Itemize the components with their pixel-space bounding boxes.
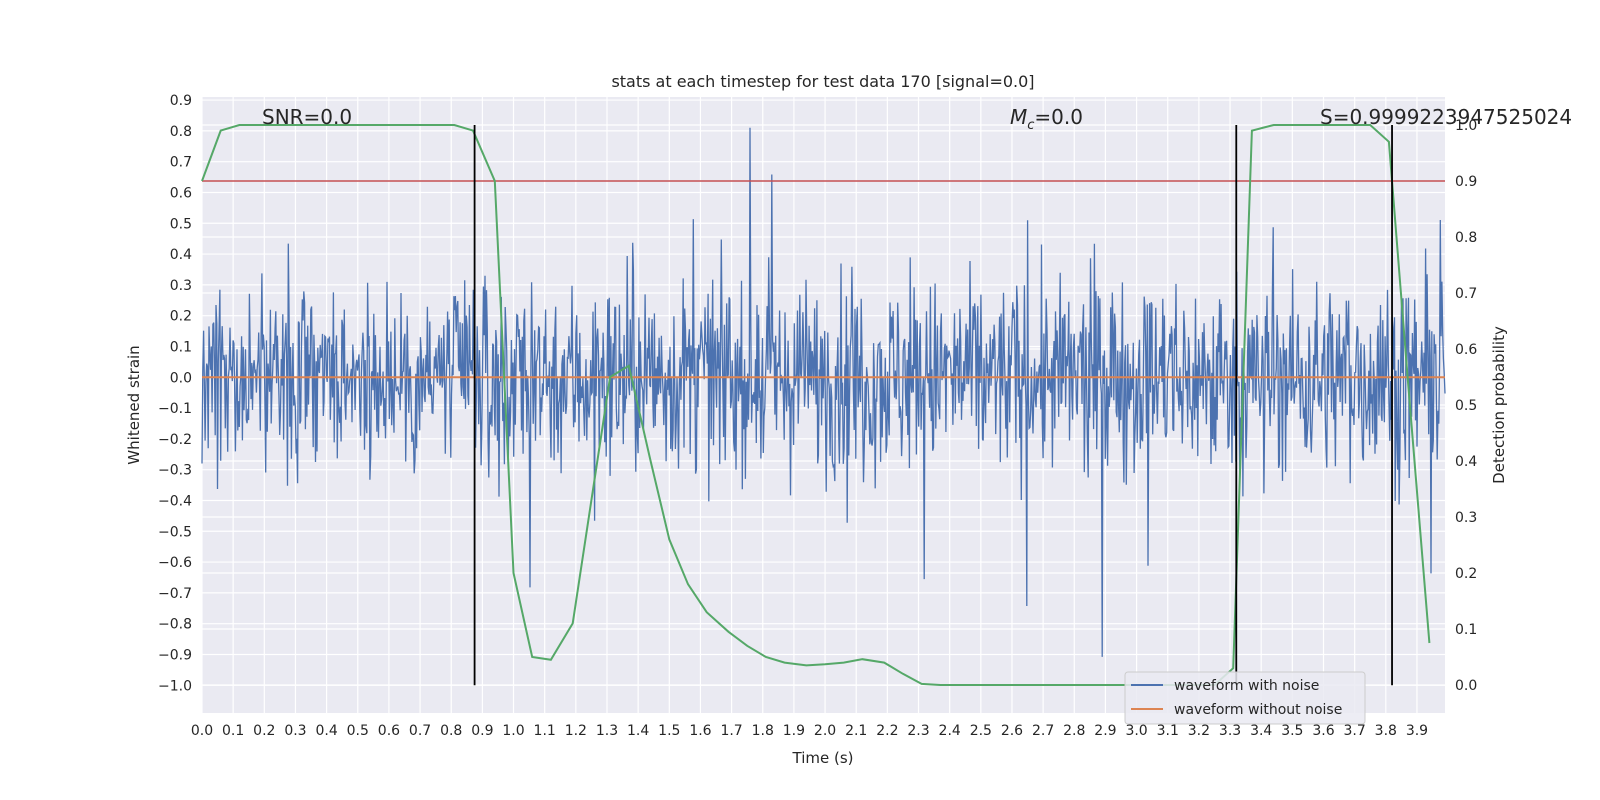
x-tick-label: 0.7 [409, 723, 431, 739]
x-tick-label: 2.4 [939, 723, 961, 739]
x-tick-label: 2.7 [1032, 723, 1054, 739]
y2-tick-label: 0.3 [1455, 510, 1477, 526]
x-tick-label: 2.5 [970, 723, 992, 739]
x-tick-label: 1.5 [658, 723, 680, 739]
y-tick-label: 0.1 [170, 339, 192, 355]
x-tick-label: 0.6 [378, 723, 400, 739]
y-tick-label: −1.0 [158, 678, 192, 694]
x-tick-label: 1.8 [752, 723, 774, 739]
x-tick-label: 1.7 [720, 723, 742, 739]
x-tick-label: 3.5 [1281, 723, 1303, 739]
x-tick-label: 1.9 [783, 723, 805, 739]
x-axis-ticks: 0.0 0.1 0.2 0.3 0.4 0.5 0.6 0.7 0.8 0.9 1.0 1.1 1.2 1… [191, 723, 1428, 739]
x-tick-label: 0.4 [315, 723, 337, 739]
legend: waveform with noise waveform without noi… [1124, 671, 1366, 725]
mc-subscript: c [1027, 118, 1034, 133]
x-tick-label: 2.2 [876, 723, 898, 739]
x-tick-label: 1.2 [565, 723, 587, 739]
x-tick-label: 2.6 [1001, 723, 1023, 739]
x-tick-label: 2.8 [1063, 723, 1085, 739]
x-tick-label: 0.5 [347, 723, 369, 739]
y-tick-label: −0.5 [158, 524, 192, 540]
x-tick-label: 3.0 [1125, 723, 1147, 739]
y2-tick-label: 0.2 [1455, 566, 1477, 582]
x-tick-label: 0.9 [471, 723, 493, 739]
y-tick-label: 0.9 [170, 93, 192, 109]
y-tick-label: 0.6 [170, 185, 192, 201]
x-axis-label: Time (s) [792, 749, 854, 767]
y2-tick-label: 0.1 [1455, 622, 1477, 638]
x-tick-label: 3.2 [1188, 723, 1210, 739]
y-tick-label: 0.3 [170, 278, 192, 294]
legend-label-clean: waveform without noise [1174, 702, 1342, 718]
x-tick-label: 3.7 [1344, 723, 1366, 739]
legend-label-noise: waveform with noise [1174, 678, 1319, 694]
y2-tick-label: 1.0 [1455, 118, 1477, 134]
y-tick-label: 0.5 [170, 216, 192, 232]
x-tick-label: 0.0 [191, 723, 213, 739]
x-tick-label: 0.1 [222, 723, 244, 739]
x-tick-label: 3.8 [1375, 723, 1397, 739]
y-tick-label: −0.9 [158, 647, 192, 663]
y-tick-label: 0.2 [170, 309, 192, 325]
y2-tick-label: 0.0 [1455, 678, 1477, 694]
x-tick-label: 2.3 [907, 723, 929, 739]
y-tick-label: −0.1 [158, 401, 192, 417]
mc-annotation: Mc=0.0 [1010, 105, 1083, 133]
y-tick-label: −0.8 [158, 617, 192, 633]
x-tick-label: 0.3 [284, 723, 306, 739]
chart-title: stats at each timestep for test data 170… [611, 72, 1034, 91]
x-tick-label: 3.6 [1312, 723, 1334, 739]
x-tick-label: 3.4 [1250, 723, 1272, 739]
y-axis-label: Whitened strain [125, 345, 143, 464]
y-tick-label: −0.4 [158, 493, 192, 509]
mc-value: =0.0 [1034, 105, 1083, 129]
x-tick-label: 3.1 [1157, 723, 1179, 739]
y2-tick-label: 0.8 [1455, 230, 1477, 246]
x-tick-label: 0.8 [440, 723, 462, 739]
snr-annotation: SNR=0.0 [262, 105, 352, 129]
x-tick-label: 2.9 [1094, 723, 1116, 739]
y2-tick-label: 0.6 [1455, 342, 1477, 358]
x-tick-label: 3.9 [1406, 723, 1428, 739]
s-annotation: S=0.9999223947525024 [1320, 105, 1572, 129]
y-tick-label: −0.7 [158, 586, 192, 602]
y-tick-label: 0.0 [170, 370, 192, 386]
x-tick-label: 1.1 [534, 723, 556, 739]
vertical-markers [473, 125, 1393, 686]
y-tick-label: −0.2 [158, 432, 192, 448]
x-tick-label: 1.3 [596, 723, 618, 739]
y-tick-label: 0.7 [170, 155, 192, 171]
x-tick-label: 2.0 [814, 723, 836, 739]
y-tick-label: −0.3 [158, 463, 192, 479]
y2-axis-ticks: 1.0 0.9 0.8 0.7 0.6 0.5 0.4 0.3 0.2 0.1 0.0 [1455, 118, 1477, 694]
y-tick-label: −0.6 [158, 555, 192, 571]
y2-axis-label: Detection probability [1490, 326, 1508, 484]
x-tick-label: 1.4 [627, 723, 649, 739]
legend-box [1124, 671, 1366, 725]
y2-tick-label: 0.7 [1455, 286, 1477, 302]
mc-symbol: M [1010, 105, 1027, 129]
noise-series [201, 127, 1446, 657]
y-axis-ticks: 0.9 0.8 0.7 0.6 0.5 0.4 0.3 0.2 0.1 0.0 −0.1 −0.2 −0… [158, 93, 192, 694]
x-tick-label: 3.3 [1219, 723, 1241, 739]
y-tick-label: 0.8 [170, 124, 192, 140]
y-tick-label: 0.4 [170, 247, 192, 263]
y2-tick-label: 0.4 [1455, 454, 1477, 470]
y2-tick-label: 0.5 [1455, 398, 1477, 414]
x-tick-label: 0.2 [253, 723, 275, 739]
x-tick-label: 1.6 [689, 723, 711, 739]
x-tick-label: 1.0 [502, 723, 524, 739]
waveform-with-noise-line [201, 127, 1446, 657]
x-tick-label: 2.1 [845, 723, 867, 739]
y2-tick-label: 0.9 [1455, 174, 1477, 190]
